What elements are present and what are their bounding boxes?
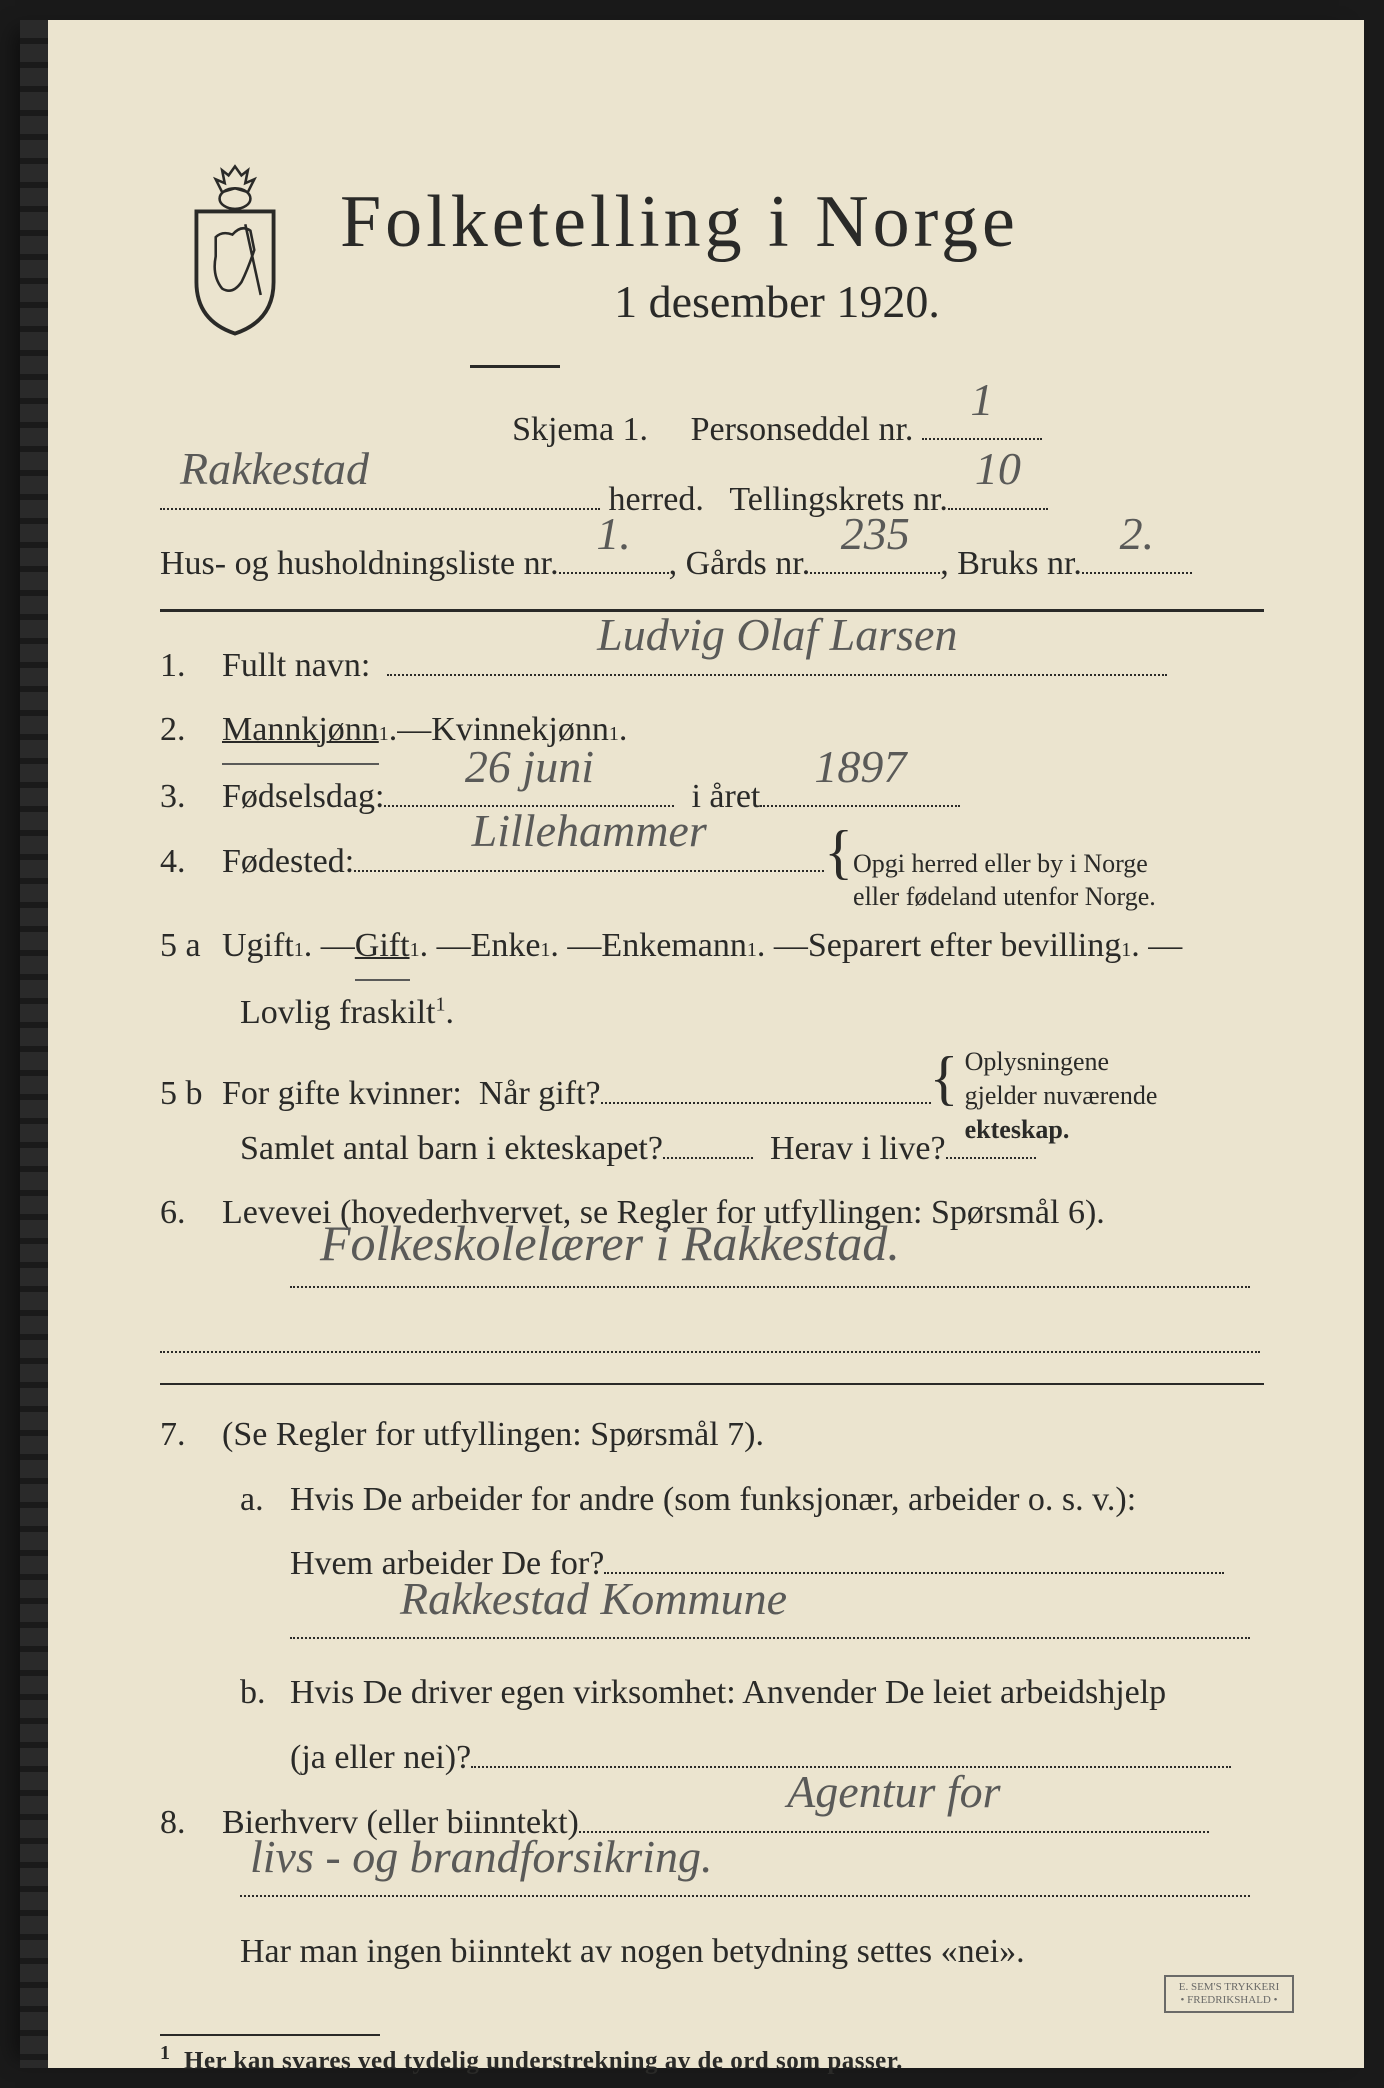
q6-value: Folkeskolelærer i Rakkestad. (290, 1196, 1250, 1291)
tellingskrets-nr: 10 (948, 425, 1048, 512)
q7b-l2: (ja eller nei)? (290, 1726, 471, 1791)
q7-num: 7. (160, 1403, 222, 1468)
bruks-nr: 2. (1082, 490, 1192, 577)
q4-value: Lillehammer (354, 787, 824, 874)
q5a-row2: Lovlig fraskilt1. (240, 981, 1264, 1046)
q5a-line2: Lovlig fraskilt (240, 994, 435, 1031)
q5a-opt3: Enkemann (601, 914, 746, 979)
herred-value: Rakkestad (160, 425, 600, 512)
q5b-row2: Samlet antal barn i ekteskapet? Herav i … (240, 1117, 1264, 1182)
q5a-opt2: Enke (471, 914, 541, 979)
census-form-page: Folketelling i Norge 1 desember 1920. Sk… (20, 20, 1364, 2068)
q5a-num: 5 a (160, 914, 222, 979)
q3-num: 3. (160, 765, 222, 830)
q5a-row: 5 a Ugift1. — Gift1. — Enke1. — Enkemann… (160, 914, 1264, 981)
q5b-num: 5 b (160, 1062, 222, 1127)
q7a-num: a. (240, 1468, 290, 1533)
brace-icon: { (930, 1063, 959, 1093)
title-block: Folketelling i Norge 1 desember 1920. (340, 180, 1324, 328)
q4-num: 4. (160, 830, 222, 895)
footnote-rule (160, 2034, 380, 2036)
q4-note: Opgi herred eller by i Norge eller fødel… (853, 847, 1156, 915)
q1-num: 1. (160, 634, 222, 699)
q7a-row1: a. Hvis De arbeider for andre (som funks… (240, 1468, 1264, 1533)
bruks-label: , Bruks nr. (940, 532, 1082, 597)
q7b-num: b. (240, 1661, 290, 1726)
rule-2 (160, 1383, 1264, 1385)
q7a-value: Rakkestad Kommune (290, 1555, 1250, 1642)
q7a-l1: Hvis De arbeider for andre (som funksjon… (290, 1468, 1136, 1533)
q2-mann: Mannkjønn (222, 698, 379, 765)
q5b-live: Herav i live? (770, 1117, 946, 1182)
title-divider (470, 365, 560, 368)
binding-edge (20, 20, 48, 2068)
q4-label: Fødested: (222, 830, 354, 895)
q2-row: 2. Mannkjønn1. — Kvinnekjønn1. (160, 698, 1264, 765)
printer-stamp: E. SEM'S TRYKKERI • FREDRIKSHALD • (1164, 1975, 1294, 2013)
q1-row: 1. Fullt navn: Ludvig Olaf Larsen (160, 634, 1264, 699)
q8-tail-text: Har man ingen biinntekt av nogen betydni… (240, 1933, 1025, 1970)
subtitle: 1 desember 1920. (230, 275, 1324, 328)
q1-value: Ludvig Olaf Larsen (387, 591, 1167, 678)
q8-num: 8. (160, 1791, 222, 1856)
q7a-value-row: Rakkestad Kommune (290, 1597, 1264, 1662)
header: Folketelling i Norge 1 desember 1920. (170, 180, 1324, 340)
footnote: 1 Her kan svares ved tydelig understrekn… (160, 2042, 1264, 2075)
q7b-row1: b. Hvis De driver egen virksomhet: Anven… (240, 1661, 1264, 1726)
q7b-l1: Hvis De driver egen virksomhet: Anvender… (290, 1661, 1166, 1726)
personseddel-label: Personseddel nr. (691, 411, 914, 448)
q5a-opt0: Ugift (222, 914, 294, 979)
gards-nr: 235 (810, 490, 940, 577)
q6-num: 6. (160, 1181, 222, 1246)
q5a-opt4: Separert efter bevilling (808, 914, 1121, 979)
q7-label: (Se Regler for utfyllingen: Spørsmål 7). (222, 1403, 764, 1468)
q8-row2: livs - og brandforsikring. (240, 1855, 1264, 1920)
main-title: Folketelling i Norge (340, 180, 1324, 265)
husliste-label: Hus- og husholdningsliste nr. (160, 532, 559, 597)
q6-blank-row (160, 1311, 1264, 1376)
q8-tail: Har man ingen biinntekt av nogen betydni… (240, 1920, 1264, 1985)
q8-value2: livs - og brandforsikring. (240, 1813, 1250, 1900)
husliste-row: Hus- og husholdningsliste nr. 1. , Gårds… (160, 532, 1264, 597)
q6-value-row: Folkeskolelærer i Rakkestad. (290, 1246, 1264, 1311)
q2-num: 2. (160, 698, 222, 763)
q7-row: 7. (Se Regler for utfyllingen: Spørsmål … (160, 1403, 1264, 1468)
footnote-text: Her kan svares ved tydelig understreknin… (184, 2048, 903, 2075)
gards-label: , Gårds nr. (669, 532, 811, 597)
form-body: Skjema 1. Personseddel nr. 1 Rakkestad h… (160, 398, 1264, 2076)
q5b-barn: Samlet antal barn i ekteskapet? (240, 1117, 663, 1182)
q4-row: 4. Fødested: Lillehammer { Opgi herred e… (160, 830, 1264, 915)
q1-label: Fullt navn: (222, 634, 370, 699)
q5a-opt1: Gift (355, 914, 410, 981)
husliste-nr: 1. (559, 490, 669, 577)
brace-icon: { (824, 837, 853, 867)
